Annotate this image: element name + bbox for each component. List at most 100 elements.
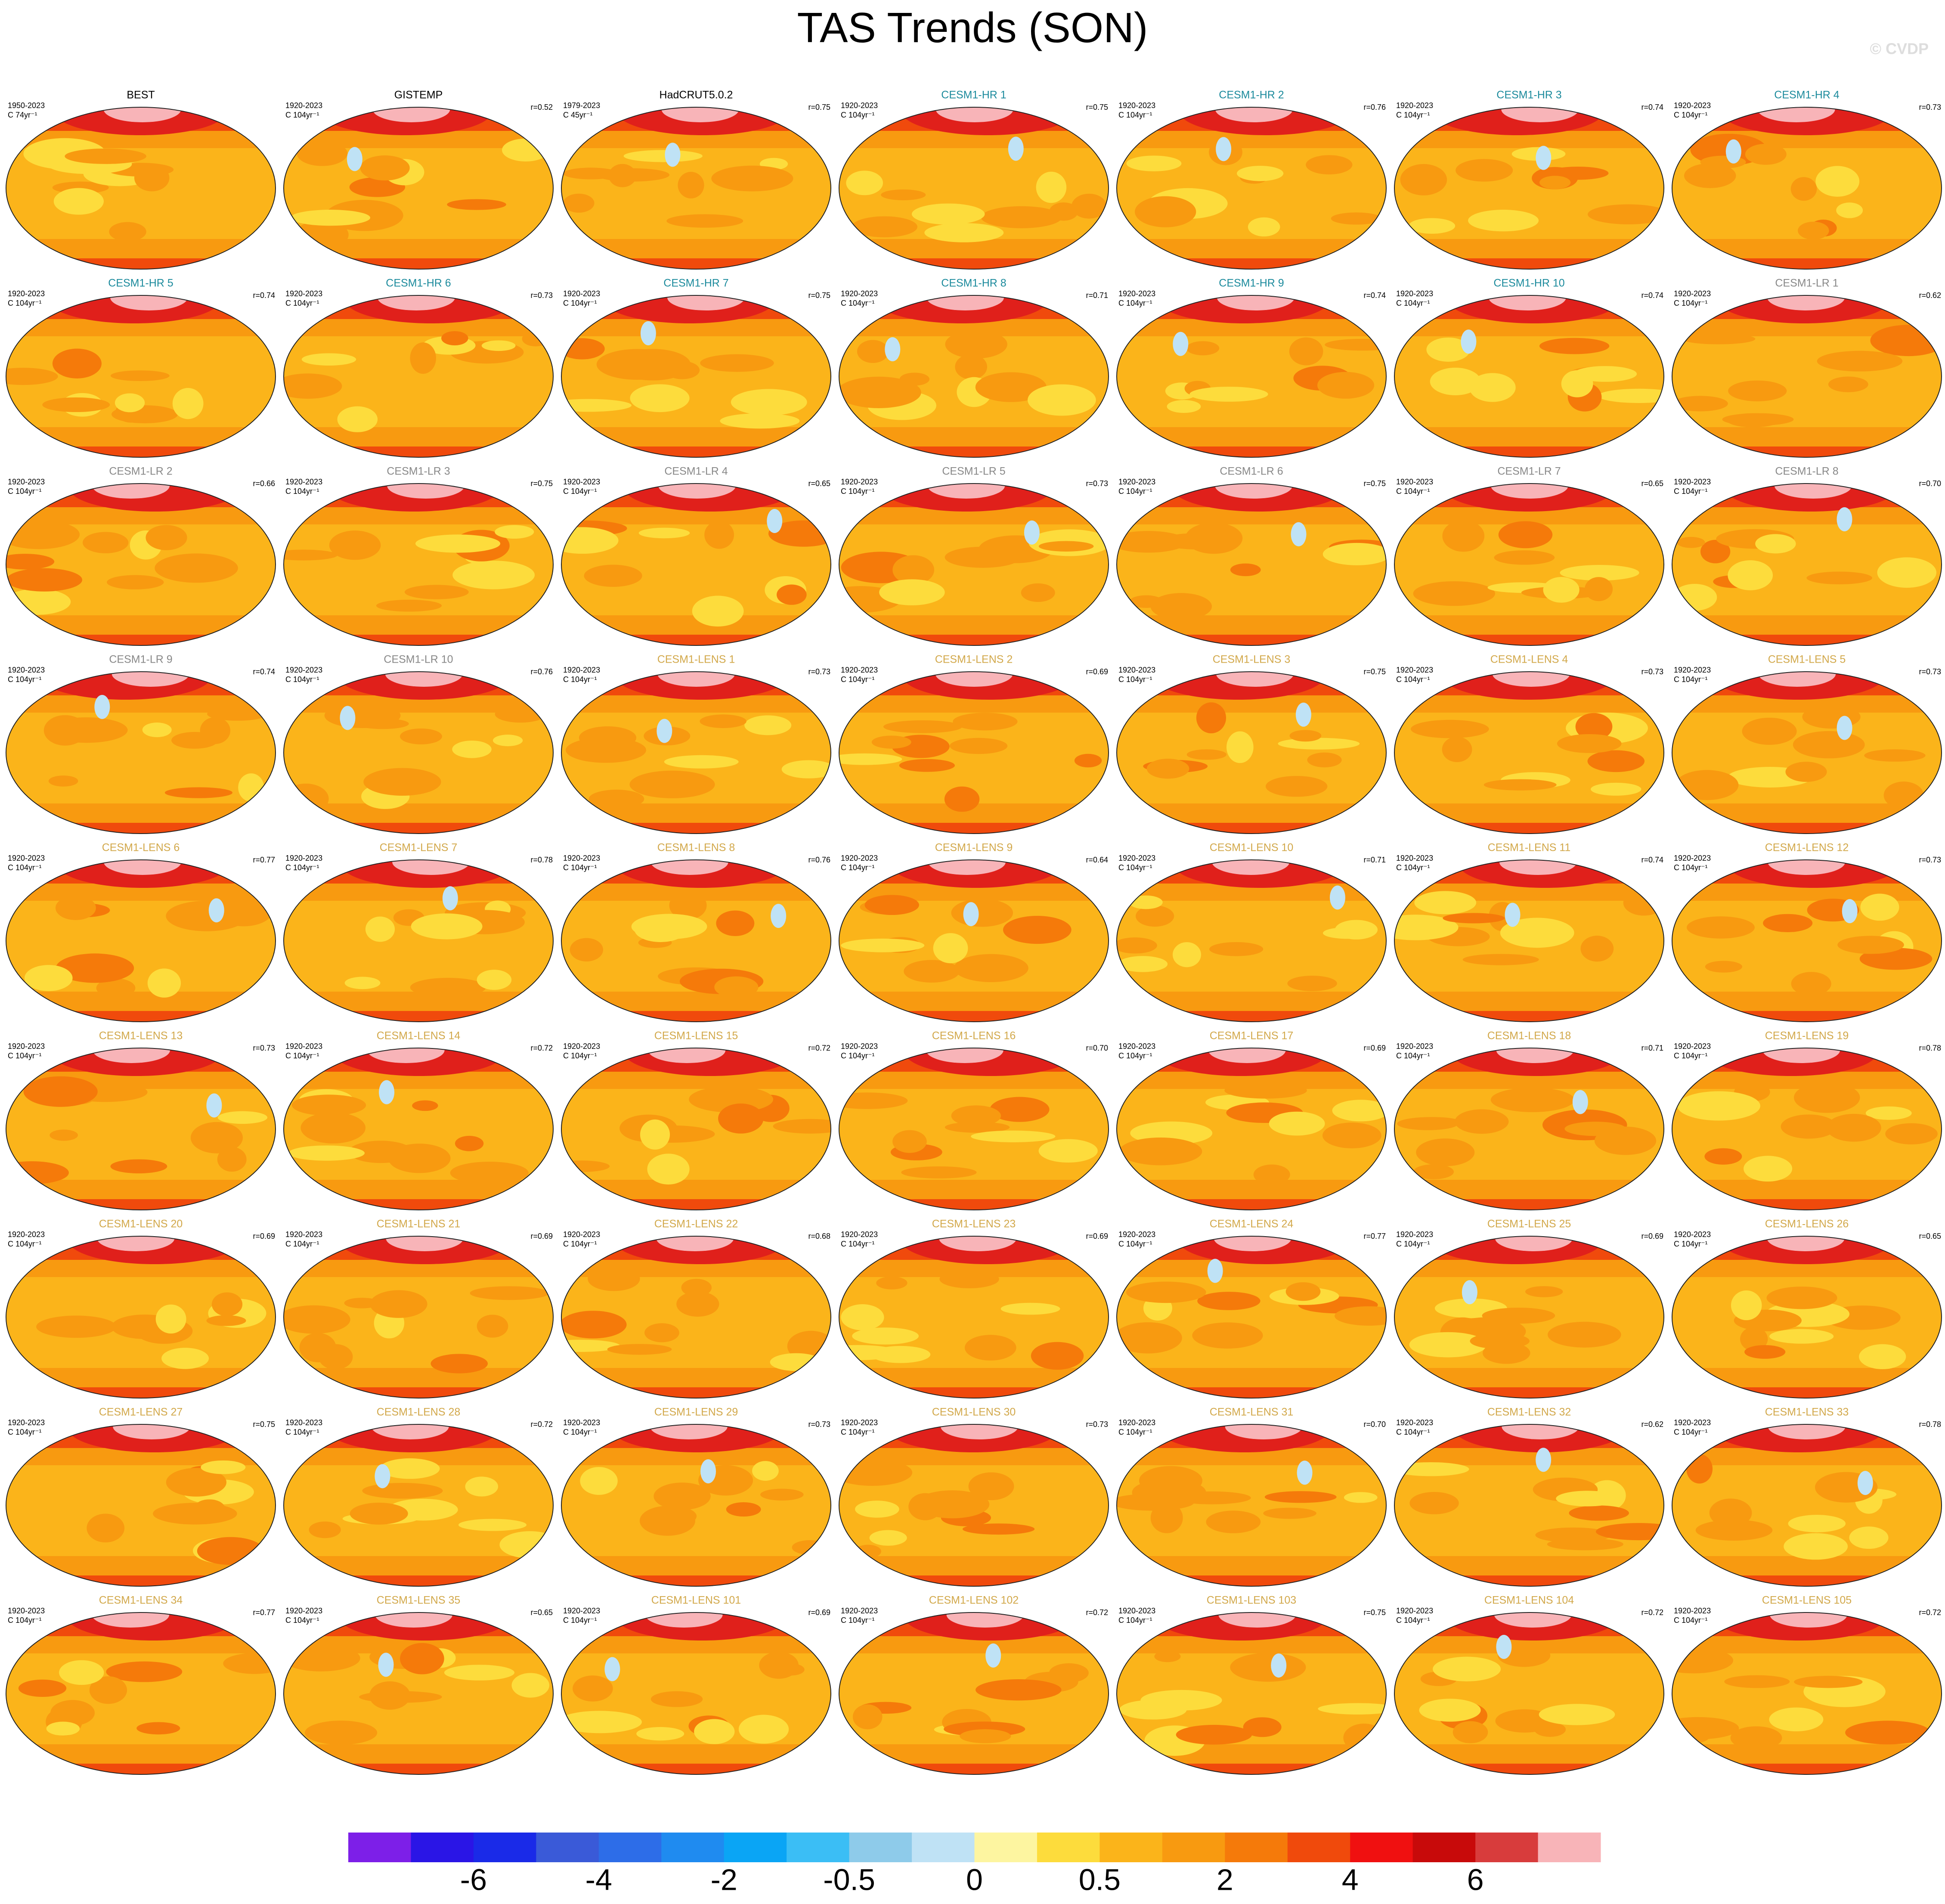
map-shading	[284, 1048, 553, 1210]
map-patch	[46, 1721, 80, 1736]
colorbar-box	[912, 1833, 975, 1862]
map-band	[561, 1387, 831, 1398]
panel-correlation: r=0.68	[808, 1232, 830, 1240]
panel-correlation: r=0.62	[1641, 1420, 1663, 1429]
map-patch	[1742, 717, 1797, 745]
map-patch	[579, 726, 637, 749]
map-patch	[1784, 1533, 1848, 1560]
colorbar-box	[598, 1833, 662, 1862]
panel-title: CESM1-LENS 19	[1765, 1030, 1849, 1042]
map-patch	[639, 1506, 696, 1536]
map-patch	[1744, 1345, 1786, 1359]
map-patch	[985, 1643, 1001, 1668]
map-outline	[561, 295, 831, 458]
map-patch	[1426, 337, 1470, 362]
panel-period: 1920-2023	[285, 101, 322, 110]
map-band	[839, 1011, 1109, 1022]
map-patch	[190, 1122, 243, 1154]
map-patch	[1494, 550, 1555, 565]
map-band	[284, 823, 553, 834]
map-patch	[48, 775, 78, 787]
map-patch	[470, 1286, 549, 1300]
map-patch	[928, 860, 1006, 875]
map-patch	[1857, 1471, 1873, 1495]
map-patch	[113, 1424, 191, 1439]
map-patch	[1413, 581, 1496, 606]
map-patch	[640, 1119, 670, 1150]
panel-correlation: r=0.74	[1641, 291, 1663, 300]
map-patch	[1400, 164, 1447, 195]
map-outline	[839, 1048, 1109, 1210]
map-patch	[975, 372, 1047, 402]
colorbar-box	[1475, 1833, 1539, 1862]
map-band	[1672, 823, 1942, 834]
map-patch	[1730, 1726, 1782, 1750]
map-patch	[1462, 954, 1539, 965]
map-patch	[648, 1048, 726, 1063]
map-shading	[1117, 107, 1386, 269]
map-patch	[1230, 1653, 1306, 1682]
map-patch	[1842, 899, 1858, 924]
panel-correlation: r=0.73	[1919, 856, 1941, 864]
panel-units: C 104yr⁻¹	[8, 1616, 42, 1625]
panel-period: 1920-2023	[841, 478, 878, 486]
map-outline	[1672, 1424, 1942, 1587]
map-patch	[1253, 1164, 1290, 1185]
map-patch	[561, 527, 619, 554]
panel-units: C 104yr⁻¹	[8, 675, 42, 684]
panel-title: CESM1-HR 1	[941, 89, 1006, 101]
map-patch	[778, 1663, 805, 1676]
panel-period: 1920-2023	[1674, 854, 1711, 862]
map-patch	[410, 342, 436, 374]
panel-units: C 104yr⁻¹	[563, 299, 597, 307]
map-patch	[1806, 571, 1872, 585]
map-patch	[869, 1530, 907, 1546]
map-patch	[297, 141, 348, 166]
map-patch	[481, 340, 516, 351]
map-patch	[115, 393, 145, 412]
map-patch	[876, 1276, 907, 1290]
map-patch	[6, 589, 71, 615]
map-patch	[411, 913, 483, 940]
map-patch	[904, 960, 960, 983]
colorbar: -6 -4 -2 -0.5 0 0.5 2 4 6	[348, 1833, 1601, 1896]
map-patch	[1216, 672, 1294, 687]
map-patch	[700, 354, 774, 372]
map-patch	[744, 715, 792, 735]
panel-correlation: r=0.75	[1363, 667, 1386, 676]
map-band	[1394, 1387, 1664, 1398]
map-patch	[927, 484, 1005, 499]
panel-correlation: r=0.78	[1919, 1420, 1941, 1429]
panel-correlation: r=0.75	[808, 291, 830, 300]
map-patch	[792, 1540, 828, 1555]
panel-correlation: r=0.70	[1086, 1044, 1108, 1052]
map-band	[839, 258, 1109, 269]
panel-period: 1920-2023	[1396, 1606, 1433, 1615]
map-patch	[360, 155, 410, 181]
map-patch	[1139, 1466, 1202, 1495]
map-patch	[1322, 1123, 1381, 1148]
map-patch	[945, 1122, 1010, 1133]
panel-period: 1920-2023	[563, 854, 600, 862]
panel-title: CESM1-LENS 20	[99, 1218, 183, 1230]
panel-units: C 104yr⁻¹	[1118, 1051, 1152, 1060]
panel-units: C 104yr⁻¹	[563, 1616, 597, 1625]
map-patch	[340, 706, 356, 730]
panel-units: C 104yr⁻¹	[841, 111, 875, 119]
map-outline	[1116, 1612, 1387, 1775]
panel-title: CESM1-HR 7	[663, 277, 728, 289]
map-patch	[665, 361, 700, 379]
map-patch	[1828, 376, 1868, 392]
panel-period: 1920-2023	[841, 1042, 878, 1051]
map-patch	[1686, 916, 1755, 939]
panel-period: 1920-2023	[1118, 478, 1155, 486]
